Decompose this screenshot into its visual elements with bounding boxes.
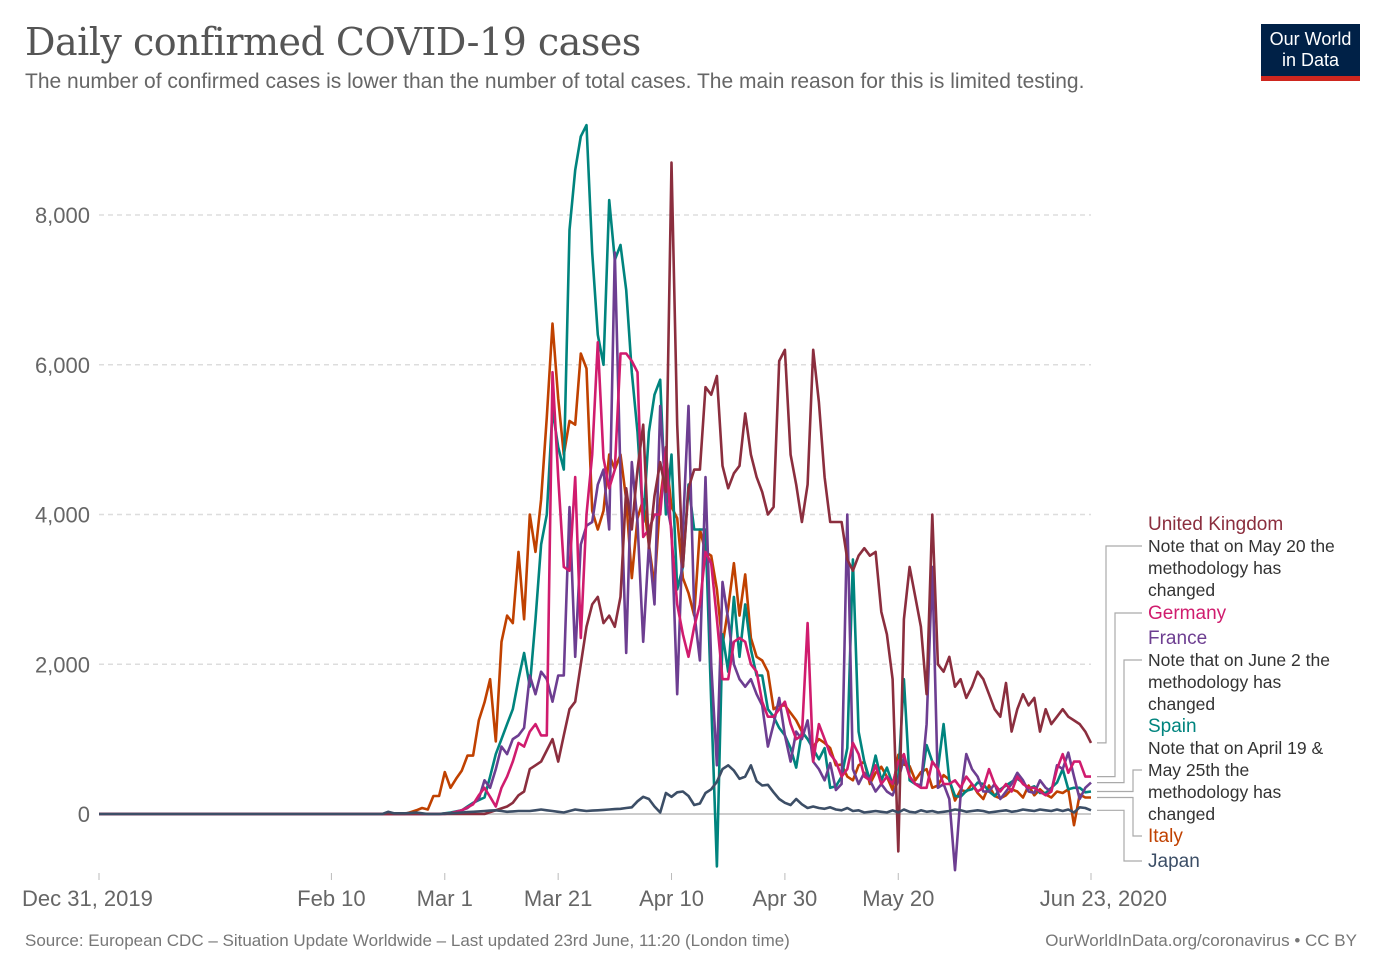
y-tick-label: 2,000 (35, 652, 90, 677)
series-line-japan[interactable] (99, 763, 1092, 816)
x-tick-label: Apr 30 (752, 886, 817, 911)
legend-note-france: Note that on June 2 the (1148, 650, 1330, 670)
legend-note-france: methodology has (1148, 672, 1282, 692)
legend-label-united-kingdom[interactable]: United Kingdom (1148, 514, 1283, 535)
y-axis: 0 2,000 4,000 6,000 8,000 (35, 203, 90, 827)
legend-connector-japan (1097, 809, 1142, 862)
legend-label-spain[interactable]: Spain (1148, 716, 1197, 737)
legend-connector-spain (1097, 769, 1142, 793)
owid-logo[interactable]: Our World in Data (1261, 24, 1360, 81)
x-tick-label: May 20 (862, 886, 934, 911)
y-tick-label: 0 (78, 802, 90, 827)
chart-title: Daily confirmed COVID-19 cases (25, 20, 641, 64)
x-axis: Dec 31, 2019 Feb 10 Mar 1 Mar 21 Apr 10 Apr 3… (22, 873, 1167, 911)
legend-note-spain: methodology has (1148, 782, 1282, 802)
legend-connector-italy (1097, 796, 1142, 837)
legend-label-germany[interactable]: Germany (1148, 603, 1227, 624)
x-tick-label: Jun 23, 2020 (1040, 886, 1167, 911)
logo-line-1: Our World (1269, 29, 1352, 49)
x-tick-label: Feb 10 (297, 886, 366, 911)
gridlines (99, 214, 1091, 815)
legend-note-spain: May 25th the (1148, 760, 1249, 780)
x-tick-label: Mar 21 (524, 886, 592, 911)
legend-label-france[interactable]: France (1148, 628, 1207, 649)
legend-label-italy[interactable]: Italy (1148, 826, 1183, 847)
legend-connector-germany (1097, 612, 1142, 778)
source-note[interactable]: Source: European CDC – Situation Update … (25, 931, 790, 950)
legend-label-japan[interactable]: Japan (1148, 851, 1200, 872)
legend-note-france: changed (1148, 694, 1215, 714)
credit-link[interactable]: OurWorldInData.org/coronavirus • CC BY (1045, 931, 1357, 950)
chart-subtitle: The number of confirmed cases is lower t… (25, 70, 1085, 93)
legend-note-united-kingdom: Note that on May 20 the (1148, 536, 1335, 556)
x-tick-label: Mar 1 (417, 886, 473, 911)
x-tick-label: Apr 10 (639, 886, 704, 911)
legend-connectors (1097, 545, 1142, 862)
legend-connector-united-kingdom (1097, 545, 1142, 744)
y-tick-label: 8,000 (35, 203, 90, 228)
y-tick-label: 6,000 (35, 353, 90, 378)
legend-connector-france (1097, 659, 1142, 784)
logo-line-2: in Data (1281, 50, 1340, 70)
series-lines (99, 123, 1093, 872)
y-tick-label: 4,000 (35, 503, 90, 528)
legend-note-spain: changed (1148, 804, 1215, 824)
legend-note-united-kingdom: methodology has (1148, 558, 1282, 578)
legend-note-spain: Note that on April 19 & (1148, 738, 1323, 758)
x-tick-label: Dec 31, 2019 (22, 886, 153, 911)
legend-note-united-kingdom: changed (1148, 580, 1215, 600)
